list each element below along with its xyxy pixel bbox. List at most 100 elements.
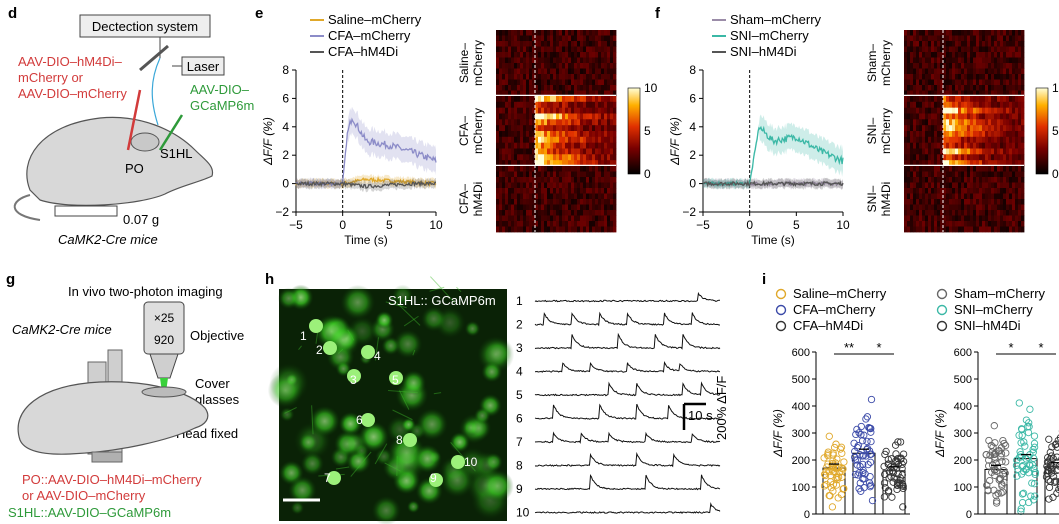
heat-cell <box>574 57 578 64</box>
heat-cell <box>964 136 968 143</box>
heat-cell <box>997 101 1001 108</box>
cranial-window <box>141 386 187 398</box>
heat-cell <box>550 136 554 143</box>
heat-cell <box>940 188 944 194</box>
heat-cell <box>541 57 545 64</box>
heat-cell <box>526 57 530 64</box>
heat-cell <box>541 204 545 211</box>
heat-cell <box>502 210 506 216</box>
heat-cell <box>958 193 962 200</box>
heat-cell <box>952 35 956 42</box>
heat-cell <box>553 182 557 189</box>
heat-cell <box>931 107 935 114</box>
heat-cell <box>550 148 554 155</box>
heat-cell <box>598 131 602 138</box>
heat-cell <box>1006 46 1010 53</box>
heat-cell <box>580 52 584 58</box>
heat-cell <box>589 125 593 132</box>
heat-cell <box>958 177 962 183</box>
heat-cell <box>532 131 536 138</box>
heat-cell <box>931 154 935 161</box>
heat-cell <box>505 226 509 233</box>
heat-cell <box>991 154 995 161</box>
heat-cell <box>529 107 533 114</box>
heat-cell <box>517 46 521 53</box>
heat-cell <box>604 46 608 53</box>
heat-cell <box>523 226 527 233</box>
heat-cell <box>979 171 983 178</box>
heat-cell <box>589 131 593 138</box>
heat-cell <box>574 182 578 189</box>
heat-cell <box>967 193 971 200</box>
heat-cell <box>919 96 923 103</box>
heat-cell <box>952 166 956 172</box>
heat-cell <box>601 148 605 155</box>
heat-cell <box>928 90 932 97</box>
data-point <box>890 474 898 482</box>
legend-i-left-label-0: Saline–mCherry <box>793 286 887 301</box>
heat-cell <box>550 41 554 47</box>
heat-cell <box>562 199 566 205</box>
data-point <box>863 413 872 421</box>
heat-cell <box>520 154 524 161</box>
heat-cell <box>958 148 962 155</box>
heat-cell <box>577 182 581 189</box>
heat-cell <box>934 63 938 69</box>
heat-cell <box>523 193 527 200</box>
heat-cell <box>946 154 950 161</box>
heat-cell <box>934 154 938 161</box>
heat-cell <box>925 85 929 91</box>
heat-cell <box>1018 79 1022 86</box>
heat-cell <box>553 96 557 103</box>
heat-cell <box>583 125 587 132</box>
heat-cell <box>919 171 923 178</box>
heat-cell <box>910 35 914 42</box>
heat-cell <box>907 52 911 58</box>
data-point <box>884 488 893 496</box>
heat-cell <box>922 52 926 58</box>
heat-cell <box>532 166 536 172</box>
heat-cell <box>538 125 542 132</box>
heat-cell <box>934 107 938 114</box>
heat-cell <box>976 166 980 172</box>
heat-cell <box>979 107 983 114</box>
heat-cell <box>985 215 989 222</box>
heat-cell <box>949 30 953 36</box>
heat-cell <box>964 166 968 172</box>
heat-cell <box>598 68 602 75</box>
heat-cell <box>502 136 506 143</box>
heat-cell <box>997 188 1001 194</box>
heat-cell <box>997 210 1001 216</box>
heat-cell <box>544 171 548 178</box>
heat-cell <box>925 41 929 47</box>
calcium-trace-7 <box>534 431 721 444</box>
heat-cell <box>544 125 548 132</box>
heat-cell <box>1006 63 1010 69</box>
heat-cell <box>1018 30 1022 36</box>
heat-cell <box>607 131 611 138</box>
heat-cell <box>559 119 563 126</box>
heat-cell <box>952 90 956 97</box>
trace-number-5: 5 <box>516 388 523 402</box>
background-cell <box>391 284 414 307</box>
heat-cell <box>601 113 605 120</box>
heat-cell <box>1021 46 1025 53</box>
heat-cell <box>1009 177 1013 183</box>
heat-cell <box>520 119 524 126</box>
heat-cell <box>502 166 506 172</box>
heat-cell <box>916 41 920 47</box>
heat-cell <box>553 136 557 143</box>
heat-cell <box>964 107 968 114</box>
heat-e-colorbar-tick: 0 <box>644 167 651 181</box>
background-cell <box>309 405 341 437</box>
heat-cell <box>1003 52 1007 58</box>
heat-cell <box>529 41 533 47</box>
heat-cell <box>556 171 560 178</box>
heat-cell <box>967 188 971 194</box>
heat-cell <box>955 30 959 36</box>
heat-cell <box>547 30 551 36</box>
heat-cell <box>937 199 941 205</box>
heat-cell <box>904 107 908 114</box>
heat-cell <box>937 41 941 47</box>
